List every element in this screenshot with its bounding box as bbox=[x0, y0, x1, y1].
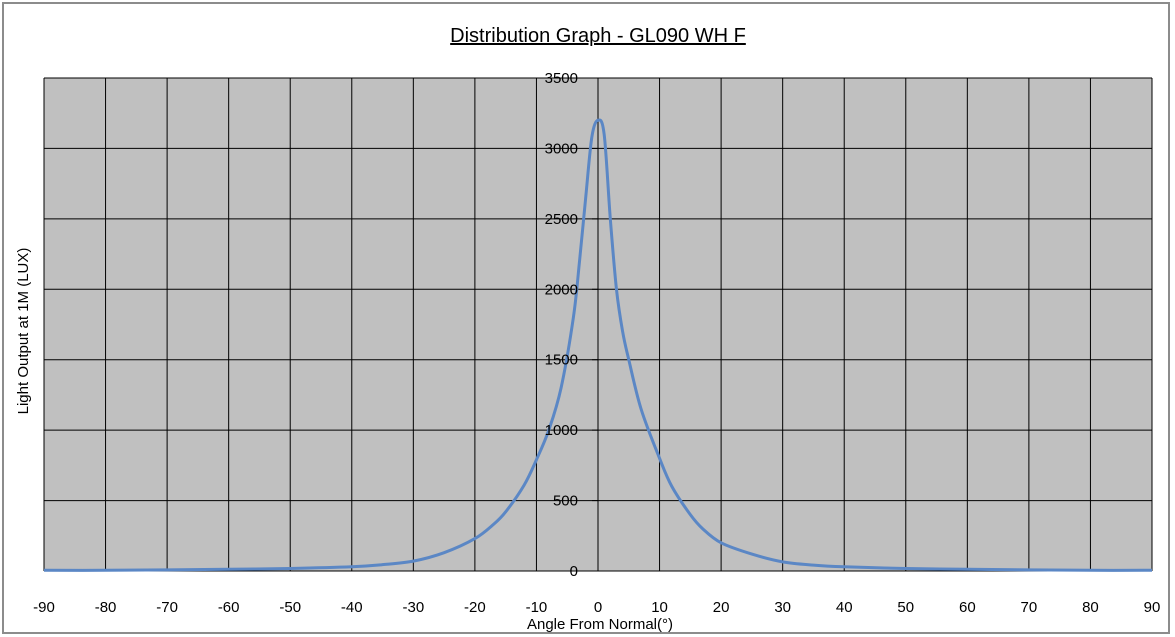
x-tick-label: 90 bbox=[1144, 599, 1161, 616]
x-tick-label: -50 bbox=[279, 599, 301, 616]
x-tick-label: 40 bbox=[836, 599, 853, 616]
y-tick-label: 500 bbox=[553, 493, 578, 510]
y-tick-label: 3000 bbox=[545, 140, 578, 157]
y-tick-label: 1500 bbox=[545, 352, 578, 369]
x-tick-label: 60 bbox=[959, 599, 976, 616]
x-tick-label: 50 bbox=[897, 599, 914, 616]
x-tick-label: -20 bbox=[464, 599, 486, 616]
x-tick-label: 30 bbox=[774, 599, 791, 616]
grid-lines bbox=[43, 77, 1153, 572]
x-tick-label: 0 bbox=[594, 599, 602, 616]
x-tick-labels: -90 -80 -70 -60 -50 -40 -30 -20 -10 0 10 20 30 40 50 60… bbox=[33, 599, 1160, 616]
x-axis-label: Angle From Normal(°) bbox=[527, 616, 673, 633]
x-tick-label: -80 bbox=[95, 599, 117, 616]
y-tick-labels: 0 500 1000 1500 2000 2500 3000 3500 bbox=[545, 70, 578, 580]
x-tick-label: -40 bbox=[341, 599, 363, 616]
chart-title: Distribution Graph - GL090 WH F bbox=[450, 25, 746, 47]
y-tick-label: 1000 bbox=[545, 422, 578, 439]
x-tick-label: 20 bbox=[713, 599, 730, 616]
x-tick-label: 80 bbox=[1082, 599, 1099, 616]
x-tick-label: -10 bbox=[526, 599, 548, 616]
y-tick-label: 0 bbox=[570, 563, 578, 580]
x-tick-label: -70 bbox=[156, 599, 178, 616]
series-line bbox=[43, 118, 1153, 572]
distribution-chart: Distribution Graph - GL090 WH F 05001000… bbox=[15, 25, 1160, 633]
x-tick-label: 10 bbox=[651, 599, 668, 616]
series-layer bbox=[43, 118, 1153, 572]
x-tick-label: -30 bbox=[402, 599, 424, 616]
y-tick-label: 2500 bbox=[545, 211, 578, 228]
y-tick-label: 3500 bbox=[545, 70, 578, 87]
x-tick-label: -60 bbox=[218, 599, 240, 616]
x-tick-label: 70 bbox=[1021, 599, 1038, 616]
y-axis-label: Light Output at 1M (LUX) bbox=[15, 248, 32, 415]
x-tick-label: -90 bbox=[33, 599, 55, 616]
y-tick-label: 2000 bbox=[545, 281, 578, 298]
